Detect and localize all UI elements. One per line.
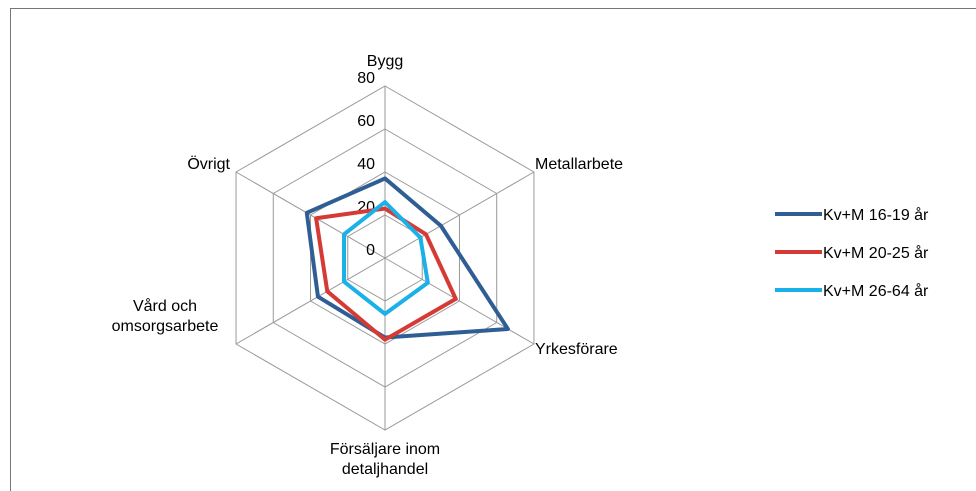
series-line: [342, 200, 430, 316]
legend-label: Kv+M 16-19 år: [823, 206, 929, 224]
spoke: [235, 171, 386, 259]
category-label: Försäljare inom detaljhandel: [329, 441, 441, 478]
y-tick-label: 40: [357, 156, 375, 173]
category-label: Bygg: [366, 53, 404, 70]
category-label: Övrigt: [187, 156, 230, 173]
chart-border: [10, 8, 976, 491]
y-tick-label: 80: [357, 70, 375, 87]
legend-label: Kv+M 26-64 år: [823, 282, 929, 300]
category-label: Yrkesförare: [535, 341, 618, 358]
series-line: [314, 206, 458, 342]
y-tick-label: 0: [366, 242, 375, 259]
legend-label: Kv+M 20-25 år: [823, 244, 929, 262]
spoke: [384, 171, 535, 259]
category-label: Metallarbete: [535, 156, 624, 173]
category-label: Vård och omsorgsarbete: [111, 298, 219, 335]
y-tick-label: 60: [357, 113, 375, 130]
spoke: [235, 257, 386, 345]
